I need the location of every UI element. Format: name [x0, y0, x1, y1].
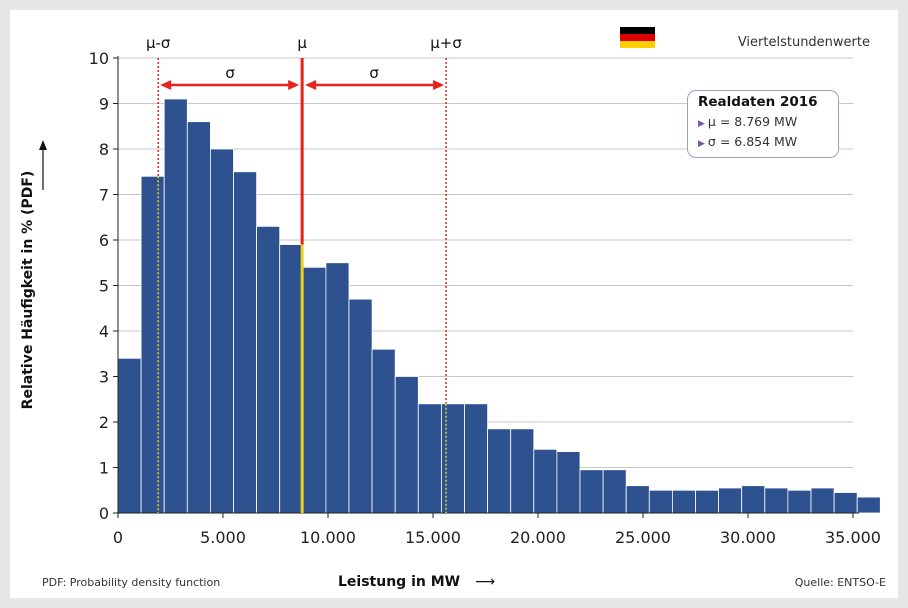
histogram-bar: [764, 487, 789, 514]
histogram-bar: [487, 428, 512, 514]
histogram-bar: [672, 489, 696, 514]
infobox-mu-line: ▶ μ = 8.769 MW: [698, 113, 828, 133]
source-footnote: Quelle: ENTSO-E: [794, 576, 886, 589]
histogram-bar: [579, 469, 604, 514]
y-tick-label: 7: [99, 186, 109, 205]
bullet-triangle-icon: ▶: [698, 139, 705, 149]
y-tick-label: 9: [99, 95, 109, 114]
histogram-bar: [256, 225, 281, 514]
histogram-bar: [533, 448, 558, 514]
sigma-label-left: σ: [225, 64, 235, 82]
y-tick-label: 10: [89, 49, 109, 68]
x-tick-label: 25.000: [615, 528, 671, 547]
histogram-bar: [741, 485, 766, 514]
y-axis-label: Relative Häufigkeit in % (PDF): [20, 170, 36, 410]
histogram-bar: [510, 428, 535, 514]
infobox-sigma-text: σ = 6.854 MW: [707, 134, 798, 149]
histogram-bar: [602, 469, 627, 514]
histogram-bar: [140, 175, 165, 514]
mu-plus-sigma-label: μ+σ: [430, 34, 462, 52]
x-tick-label: 0: [113, 528, 123, 547]
flag-stripe-black: [620, 27, 655, 34]
x-axis-label: Leistung in MW ⟶: [338, 574, 495, 590]
histogram-bar: [417, 403, 442, 514]
y-tick-label: 0: [99, 504, 109, 523]
histogram-bar: [625, 485, 650, 514]
x-tick-label: 15.000: [405, 528, 461, 547]
x-tick-label: 35.000: [825, 528, 881, 547]
x-axis-arrow-icon: ⟶: [474, 574, 496, 590]
sigma-arrow-left-head-left: [160, 80, 172, 90]
histogram-bar: [163, 98, 188, 514]
y-tick-label: 4: [99, 322, 109, 341]
germany-flag-icon: [620, 27, 655, 48]
histogram-bar: [348, 298, 373, 514]
x-tick-label: 20.000: [510, 528, 566, 547]
histogram-bar: [186, 121, 211, 514]
y-tick-label: 8: [99, 140, 109, 159]
infobox-mu-text: μ = 8.769 MW: [707, 114, 798, 129]
bullet-triangle-icon: ▶: [698, 119, 705, 129]
flag-stripe-red: [620, 34, 655, 41]
y-axis-arrow-icon: [39, 140, 47, 150]
histogram-bar: [464, 403, 489, 514]
mu-minus-sigma-label: μ-σ: [146, 34, 171, 52]
histogram-bar: [233, 171, 258, 514]
histogram-bar: [371, 348, 396, 514]
resolution-label: Viertelstundenwerte: [737, 35, 870, 50]
histogram-bar: [833, 492, 858, 514]
x-tick-label: 10.000: [300, 528, 356, 547]
y-tick-label: 6: [99, 231, 109, 250]
histogram-bar: [117, 357, 142, 514]
sigma-arrow-right-head-right: [433, 80, 445, 90]
flag-stripe-gold: [620, 41, 655, 48]
y-tick-label: 5: [99, 277, 109, 296]
y-tick-label: 1: [99, 459, 109, 478]
histogram-bar: [810, 487, 835, 514]
y-tick-label: 3: [99, 368, 109, 387]
y-tick-label: 2: [99, 413, 109, 432]
x-tick-label: 5.000: [200, 528, 246, 547]
histogram-bar: [856, 496, 881, 514]
histogram-bar: [718, 487, 743, 514]
histogram-bar: [394, 376, 419, 514]
infobox-sigma-line: ▶ σ = 6.854 MW: [698, 133, 828, 153]
stats-infobox: Realdaten 2016 ▶ μ = 8.769 MW ▶ σ = 6.854 …: [687, 90, 839, 158]
x-tick-label: 30.000: [720, 528, 776, 547]
histogram-bar: [440, 403, 465, 514]
histogram-bar: [302, 266, 327, 514]
histogram-bar: [209, 148, 234, 514]
histogram-bar: [279, 244, 304, 514]
sigma-arrow-left-head-right: [288, 80, 300, 90]
pdf-footnote: PDF: Probability density function: [42, 576, 221, 589]
histogram-bar: [648, 489, 673, 514]
sigma-label-right: σ: [369, 64, 379, 82]
sigma-arrow-right-head-left: [305, 80, 317, 90]
x-axis-label-text: Leistung in MW: [338, 574, 461, 590]
infobox-title: Realdaten 2016: [698, 94, 818, 110]
histogram-bar: [695, 489, 720, 514]
histogram-bar: [787, 489, 812, 514]
histogram-bar: [556, 451, 581, 514]
histogram-bar: [325, 262, 350, 514]
mu-label: μ: [297, 34, 307, 52]
